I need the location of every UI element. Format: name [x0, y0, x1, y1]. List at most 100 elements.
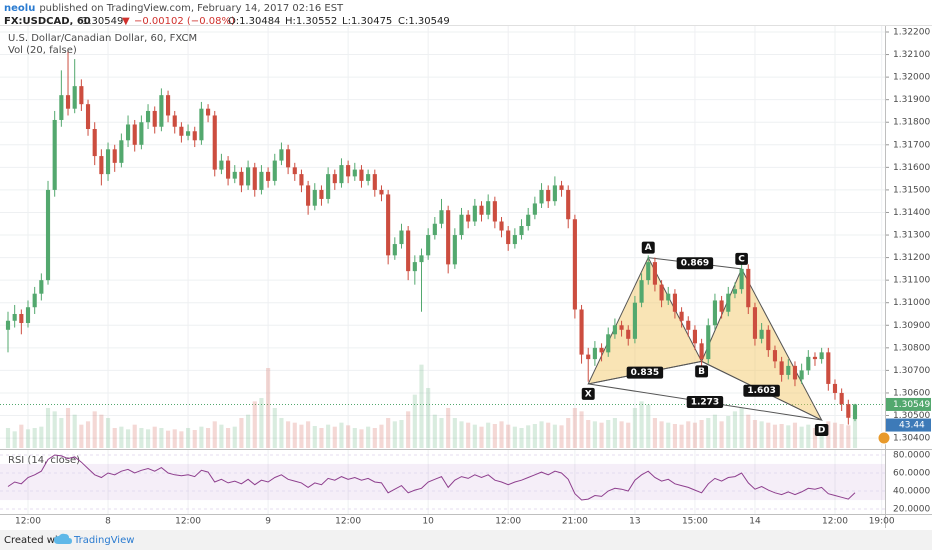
- candle-body: [79, 86, 84, 105]
- footer: [0, 530, 932, 550]
- volume-bar: [25, 429, 31, 448]
- pattern-ratio-box: [676, 257, 714, 270]
- candle-body: [666, 293, 671, 301]
- candle-body: [186, 131, 191, 136]
- volume-bar: [459, 421, 464, 448]
- volume-bar: [292, 422, 297, 448]
- x-tick-label: 10: [422, 517, 434, 527]
- candle-body: [379, 189, 384, 195]
- candle-body: [279, 149, 284, 161]
- x-tick-label: 12:00: [495, 517, 521, 527]
- candle-body: [246, 167, 251, 186]
- y-tick-label: 1.30800: [893, 343, 930, 353]
- ohlc-low: L:1.30475: [342, 16, 392, 27]
- pattern-ratio: 0.869: [681, 259, 709, 269]
- y-tick-label: 1.31300: [893, 231, 930, 241]
- y-tick-label: 1.30900: [893, 321, 930, 331]
- volume-bar: [199, 426, 204, 448]
- candle-body: [232, 171, 237, 179]
- candle-body: [766, 329, 771, 351]
- candle-body: [846, 404, 851, 418]
- candle-body: [426, 235, 431, 256]
- volume-bar: [826, 421, 831, 448]
- candle-body: [792, 365, 798, 380]
- volume-bar: [772, 424, 778, 448]
- rsi-tick-label: 20.0000: [893, 505, 930, 515]
- author[interactable]: neolu: [4, 3, 35, 14]
- rsi-tick-label: 40.0000: [893, 487, 930, 497]
- volume-bar: [172, 429, 177, 448]
- volume-bar: [32, 428, 37, 448]
- volume-bar: [179, 431, 184, 448]
- volume-bar: [546, 422, 551, 448]
- candle-body: [172, 115, 177, 127]
- candle-body: [332, 174, 337, 184]
- footer-brand[interactable]: TradingView: [73, 535, 134, 546]
- x-tick-label: 9: [265, 517, 271, 527]
- y-tick-label: 1.32200: [893, 27, 930, 37]
- candle-body: [206, 108, 211, 116]
- volume-bar: [186, 428, 191, 448]
- candle-body: [779, 361, 784, 375]
- candle-body: [45, 189, 51, 281]
- volume-bar: [39, 426, 44, 448]
- volume-bar: [726, 416, 731, 448]
- candle-body: [266, 171, 271, 181]
- candle-body: [346, 165, 351, 177]
- volume-bar: [266, 368, 271, 448]
- header: neolu published on TradingView.com, Febr…: [4, 3, 450, 27]
- candle-body: [39, 280, 44, 294]
- volume-bar: [632, 408, 637, 448]
- candle-body: [446, 210, 451, 265]
- candle-body: [212, 115, 217, 170]
- volume-bar: [379, 424, 384, 448]
- candle-body: [726, 293, 731, 312]
- volume-bar: [125, 429, 131, 448]
- volume-bar: [599, 422, 604, 448]
- candle-body: [759, 329, 764, 339]
- y-tick-label: 1.31400: [893, 208, 930, 218]
- candle-body: [132, 124, 137, 145]
- volume-bar: [619, 421, 624, 448]
- footer-created: Created with: [4, 535, 68, 546]
- x-tick-label: 14: [749, 517, 761, 527]
- volume-bar: [319, 428, 324, 448]
- volume-bar: [572, 408, 577, 448]
- chart-title: U.S. Dollar/Canadian Dollar, 60, FXCM: [8, 33, 197, 44]
- volume-bar: [232, 426, 237, 448]
- volume-bar: [412, 394, 417, 448]
- candle-body: [819, 352, 824, 360]
- plot: X A B C D 0.869 0.835 1.603 1.273: [0, 25, 889, 448]
- candle-body: [852, 404, 858, 420]
- candle-body: [586, 354, 591, 360]
- candle-body: [686, 320, 691, 330]
- volume-bar: [686, 421, 691, 448]
- y-tick-label: 1.31000: [893, 298, 930, 308]
- candle-body: [619, 325, 624, 330]
- candle-body: [99, 156, 104, 175]
- y-tick-label: 1.32000: [893, 73, 930, 83]
- event-icon[interactable]: [877, 431, 891, 445]
- volume-bar: [406, 411, 411, 448]
- volume-bar: [466, 422, 471, 448]
- candle-body: [559, 185, 564, 190]
- volume-bar: [706, 418, 711, 448]
- volume-bar: [5, 428, 11, 448]
- candle-body: [539, 189, 544, 204]
- candle-body: [286, 149, 291, 168]
- y-tick-label: 1.30600: [893, 388, 930, 398]
- candle-body: [772, 350, 778, 362]
- candle-body: [812, 356, 818, 360]
- candle-body: [679, 311, 684, 321]
- ohlc-close: C:1.30549: [398, 16, 450, 27]
- volume-bar: [526, 425, 531, 448]
- candle-body: [306, 185, 311, 206]
- candle-body: [626, 329, 631, 339]
- volume-bar: [105, 418, 111, 448]
- candle-body: [25, 307, 31, 324]
- pattern-point-box: [735, 252, 748, 265]
- candle-body: [159, 95, 164, 127]
- candle-body: [372, 174, 377, 190]
- volume-bar: [679, 424, 684, 448]
